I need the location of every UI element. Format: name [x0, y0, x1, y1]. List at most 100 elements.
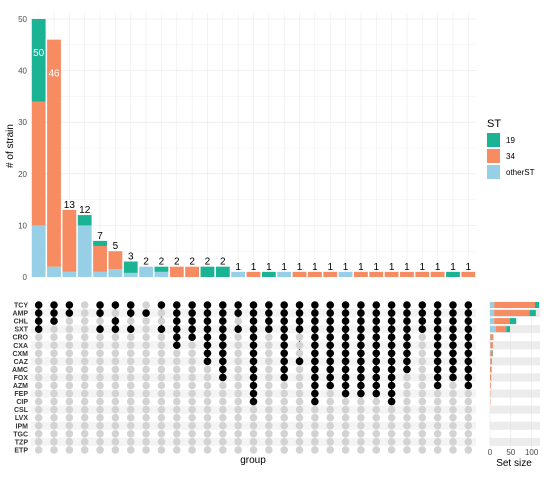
matrix-dot-inactive: [357, 398, 365, 406]
matrix-dot-inactive: [35, 366, 43, 374]
matrix-dot-inactive: [81, 430, 89, 438]
matrix-dot-inactive: [372, 422, 380, 430]
matrix-dot-inactive: [173, 366, 181, 374]
set-size-bar-otherST: [490, 318, 494, 324]
bar-segment-otherST: [155, 272, 169, 277]
matrix-dot-inactive: [372, 438, 380, 446]
matrix-dot-active: [112, 301, 120, 309]
matrix-dot-active: [219, 301, 227, 309]
matrix-dot-inactive: [265, 350, 273, 358]
matrix-dot-inactive: [158, 350, 166, 358]
matrix-dot-inactive: [66, 414, 74, 422]
matrix-dot-inactive: [81, 446, 89, 454]
matrix-dot-active: [219, 366, 227, 374]
matrix-dot-active: [372, 301, 380, 309]
set-size-bar-34: [490, 366, 491, 372]
matrix-dot-active: [234, 309, 242, 317]
matrix-dot-active: [311, 366, 319, 374]
matrix-dot-active: [280, 317, 288, 325]
matrix-dot-inactive: [388, 438, 396, 446]
bar-segment-otherST: [124, 273, 138, 277]
bar-segment-otherST: [32, 225, 46, 277]
matrix-dot-inactive: [403, 390, 411, 398]
matrix-dot-active: [188, 317, 196, 325]
matrix-dot-inactive: [204, 422, 212, 430]
matrix-dot-inactive: [173, 414, 181, 422]
matrix-dot-inactive: [35, 350, 43, 358]
matrix-dot-inactive: [418, 446, 426, 454]
matrix-dot-active: [219, 317, 227, 325]
matrix-dot-active: [434, 317, 442, 325]
bar-value-label: 1: [404, 262, 410, 273]
matrix-dot-active: [342, 341, 350, 349]
matrix-dot-inactive: [342, 398, 350, 406]
matrix-dot-active: [372, 309, 380, 317]
matrix-dot-active: [219, 350, 227, 358]
matrix-dot-active: [280, 301, 288, 309]
matrix-dot-inactive: [434, 438, 442, 446]
matrix-dot-active: [465, 382, 473, 390]
matrix-dot-inactive: [81, 390, 89, 398]
matrix-dot-inactive: [326, 390, 334, 398]
matrix-dot-inactive: [66, 374, 74, 382]
matrix-dot-active: [158, 301, 166, 309]
matrix-dot-inactive: [357, 406, 365, 414]
y-tick-label: 40: [18, 67, 27, 76]
matrix-dot-inactive: [142, 350, 150, 358]
matrix-dot-active: [388, 382, 396, 390]
matrix-dot-inactive: [465, 406, 473, 414]
matrix-dot-active: [372, 350, 380, 358]
matrix-dot-inactive: [158, 366, 166, 374]
matrix-dot-inactive: [403, 414, 411, 422]
matrix-dot-active: [311, 382, 319, 390]
matrix-dot-inactive: [50, 422, 58, 430]
matrix-dot-active: [204, 333, 212, 341]
bar-value-label: 12: [79, 205, 91, 216]
matrix-dot-inactive: [418, 366, 426, 374]
matrix-dot-active: [311, 350, 319, 358]
set-size-bar-34: [490, 358, 492, 364]
matrix-dot-active: [449, 301, 457, 309]
matrix-dot-active: [250, 382, 258, 390]
matrix-dot-inactive: [418, 341, 426, 349]
matrix-dot-inactive: [188, 438, 196, 446]
matrix-dot-inactive: [204, 438, 212, 446]
set-size-row-stripe: [490, 357, 540, 365]
bar-value-label: 1: [281, 262, 287, 273]
matrix-dot-inactive: [265, 446, 273, 454]
matrix-dot-active: [388, 390, 396, 398]
matrix-dot-inactive: [449, 438, 457, 446]
legend-swatch: [487, 165, 500, 179]
matrix-dot-inactive: [158, 446, 166, 454]
matrix-dot-inactive: [112, 414, 120, 422]
matrix-dot-inactive: [326, 398, 334, 406]
matrix-dot-active: [280, 350, 288, 358]
matrix-dot-inactive: [50, 382, 58, 390]
set-label: TGC: [13, 431, 28, 438]
matrix-dot-active: [250, 317, 258, 325]
matrix-dot-active: [250, 333, 258, 341]
matrix-dot-inactive: [403, 406, 411, 414]
matrix-dot-inactive: [81, 382, 89, 390]
matrix-dot-active: [418, 325, 426, 333]
matrix-dot-inactive: [250, 406, 258, 414]
matrix-dot-inactive: [127, 366, 135, 374]
matrix-dot-inactive: [50, 333, 58, 341]
matrix-dot-active: [296, 358, 304, 366]
matrix-dot-inactive: [434, 390, 442, 398]
set-size-row-stripe: [490, 341, 540, 349]
matrix-dot-active: [250, 398, 258, 406]
matrix-dot-inactive: [158, 430, 166, 438]
matrix-dot-inactive: [173, 350, 181, 358]
matrix-dot-inactive: [96, 317, 104, 325]
set-size-bar-otherST: [490, 310, 494, 316]
matrix-dot-inactive: [127, 438, 135, 446]
matrix-dot-inactive: [357, 446, 365, 454]
matrix-dot-inactive: [35, 414, 43, 422]
matrix-dot-inactive: [50, 406, 58, 414]
matrix-dot-inactive: [66, 350, 74, 358]
matrix-dot-inactive: [127, 350, 135, 358]
matrix-dot-inactive: [280, 422, 288, 430]
matrix-dot-active: [465, 366, 473, 374]
matrix-dot-inactive: [265, 390, 273, 398]
